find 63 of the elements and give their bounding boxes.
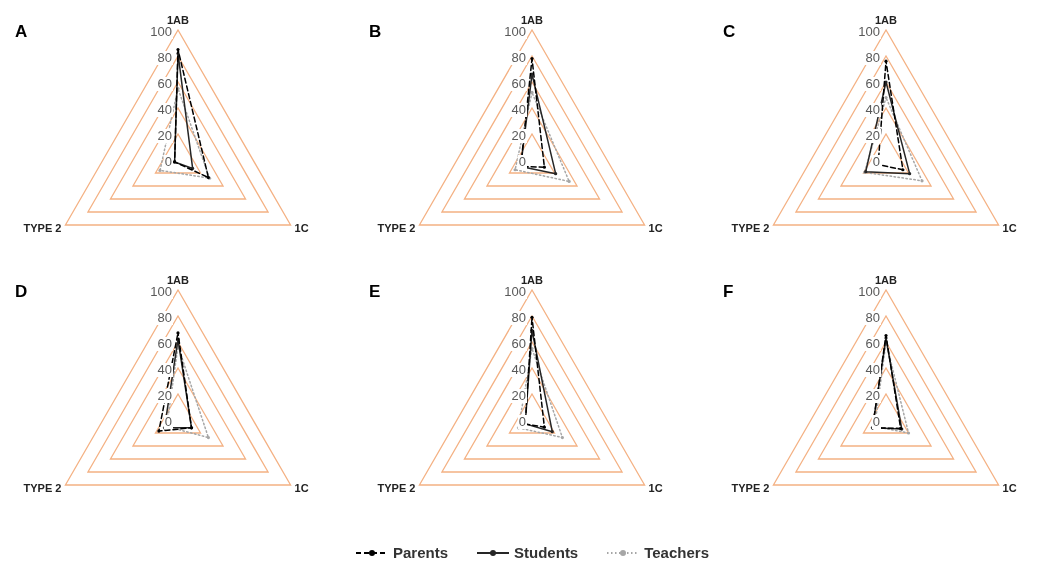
- spoke-label: 1AB: [874, 13, 898, 26]
- spoke-label: 1AB: [166, 273, 190, 286]
- y-tick-label: 20: [865, 127, 880, 143]
- y-tick-label: 60: [865, 335, 880, 351]
- y-tick-label: 0: [872, 413, 880, 429]
- spoke-label: TYPE 2: [731, 481, 770, 494]
- y-tick-label: 60: [157, 335, 172, 351]
- legend-label: Students: [514, 544, 579, 561]
- spoke-label: 1C: [294, 221, 309, 234]
- spoke-label: TYPE 2: [23, 221, 62, 234]
- y-tick-label: 0: [872, 153, 880, 169]
- y-tick-label: 0: [518, 153, 526, 169]
- y-tick-label: 0: [164, 413, 172, 429]
- y-tick-label: 60: [511, 335, 526, 351]
- chart-title: B: [369, 22, 382, 42]
- y-tick-label: 100: [858, 283, 880, 299]
- y-tick-label: 20: [157, 127, 172, 143]
- y-tick-label: 80: [865, 49, 880, 65]
- chart-title: D: [15, 282, 28, 302]
- y-tick-label: 40: [511, 361, 526, 377]
- spoke-label: 1AB: [520, 13, 544, 26]
- y-tick-label: 100: [858, 23, 880, 39]
- legend-label: Parents: [393, 544, 449, 561]
- y-tick-label: 20: [157, 387, 172, 403]
- chart-title: E: [369, 282, 381, 302]
- y-tick-label: 80: [157, 309, 172, 325]
- spoke-label: TYPE 2: [377, 481, 416, 494]
- y-tick-label: 80: [865, 309, 880, 325]
- y-tick-label: 20: [865, 387, 880, 403]
- spoke-label: 1AB: [520, 273, 544, 286]
- y-tick-label: 60: [511, 75, 526, 91]
- y-tick-label: 40: [865, 361, 880, 377]
- y-tick-label: 40: [157, 361, 172, 377]
- y-tick-label: 80: [511, 309, 526, 325]
- spoke-label: 1C: [1002, 481, 1017, 494]
- spoke-label: TYPE 2: [731, 221, 770, 234]
- y-tick-label: 0: [164, 153, 172, 169]
- y-tick-label: 0: [518, 413, 526, 429]
- spoke-label: 1AB: [166, 13, 190, 26]
- chart-title: C: [723, 22, 736, 42]
- y-tick-label: 100: [150, 283, 172, 299]
- y-tick-label: 100: [504, 283, 526, 299]
- legend-label: Teachers: [644, 544, 709, 561]
- y-tick-label: 60: [865, 75, 880, 91]
- chart-title: A: [15, 22, 28, 42]
- y-tick-label: 80: [157, 49, 172, 65]
- spoke-label: 1C: [1002, 221, 1017, 234]
- spoke-label: 1C: [294, 481, 309, 494]
- spoke-label: 1C: [648, 481, 663, 494]
- y-tick-label: 80: [511, 49, 526, 65]
- y-tick-label: 40: [157, 101, 172, 117]
- spoke-label: TYPE 2: [377, 221, 416, 234]
- y-tick-label: 60: [157, 75, 172, 91]
- y-tick-label: 20: [511, 127, 526, 143]
- y-tick-label: 100: [504, 23, 526, 39]
- y-tick-label: 40: [865, 101, 880, 117]
- spoke-label: 1AB: [874, 273, 898, 286]
- chart-title: F: [723, 282, 734, 302]
- spoke-label: TYPE 2: [23, 481, 62, 494]
- y-tick-label: 40: [511, 101, 526, 117]
- spoke-label: 1C: [648, 221, 663, 234]
- y-tick-label: 20: [511, 387, 526, 403]
- y-tick-label: 100: [150, 23, 172, 39]
